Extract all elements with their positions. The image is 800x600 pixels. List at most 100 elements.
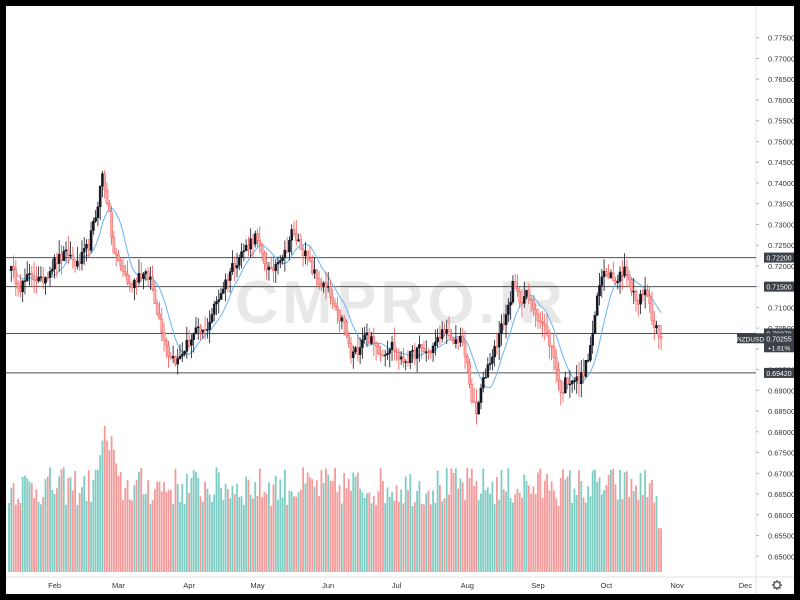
x-tick-label: Feb <box>48 581 61 590</box>
volume-bar <box>541 497 544 572</box>
candle <box>30 265 34 287</box>
volume-bar <box>69 477 72 572</box>
candle <box>491 349 494 371</box>
volume-bar <box>644 470 647 572</box>
volume-bar <box>370 503 373 572</box>
candle-body <box>424 351 428 353</box>
candle <box>228 267 232 293</box>
candle <box>347 331 351 348</box>
candle-body <box>25 274 29 281</box>
volume-bar <box>409 473 412 572</box>
candle-body <box>415 347 419 359</box>
volume-bar <box>619 469 621 572</box>
candle-body <box>304 250 307 257</box>
candle <box>32 262 36 293</box>
volume-bar <box>454 468 457 572</box>
candle-body <box>130 283 134 289</box>
settings-gear-icon[interactable] <box>772 580 782 590</box>
candle-body <box>459 335 462 343</box>
candle-body <box>306 250 309 259</box>
candle <box>363 326 366 343</box>
candle-body <box>35 279 38 282</box>
candle-body <box>538 320 542 323</box>
candle-body <box>475 401 478 415</box>
candle-body <box>178 355 182 359</box>
volume-bar <box>318 496 320 572</box>
candle-body <box>263 253 266 264</box>
volume-bar <box>58 476 61 572</box>
candle-body <box>652 320 656 329</box>
candle-body <box>23 280 27 282</box>
candle <box>513 273 517 289</box>
volume-bar <box>206 488 209 572</box>
volume-bar <box>208 494 211 572</box>
volume-bar <box>477 499 480 572</box>
candle-body <box>55 257 59 264</box>
candle-body <box>479 387 483 403</box>
time-axis[interactable]: Feb Mar Apr May Jun Jul Aug Sep Oct Nov Dec <box>48 581 752 590</box>
volume-bar <box>158 481 161 572</box>
volume-bar <box>179 501 181 572</box>
candle-body <box>579 372 583 385</box>
candle-body <box>481 377 485 389</box>
candle <box>397 348 401 370</box>
candle <box>434 329 437 356</box>
volume-bar <box>386 487 389 572</box>
volume-bar <box>19 503 22 572</box>
volume-bar <box>564 479 567 572</box>
candle-body <box>108 203 111 212</box>
candle-body <box>408 351 412 363</box>
volume-bar <box>174 468 177 572</box>
candle <box>51 259 54 276</box>
candle-body <box>390 341 394 350</box>
candle-body <box>103 173 107 191</box>
candle <box>294 220 298 246</box>
volume-bar <box>628 496 631 572</box>
volume-bar <box>420 503 423 572</box>
volume-bar <box>106 440 108 572</box>
candle-body <box>643 289 647 296</box>
y-tick-label: 0.65000 <box>768 552 794 561</box>
volume-bar <box>55 488 58 572</box>
volume-bar <box>523 474 526 572</box>
horizontal-levels[interactable] <box>6 257 756 374</box>
candle <box>486 357 490 378</box>
candle-body <box>493 345 496 358</box>
candle <box>98 185 102 221</box>
volume-bar <box>35 489 38 572</box>
candle-body <box>310 261 314 274</box>
volume-bar <box>439 484 441 572</box>
volume-bar <box>377 491 380 572</box>
candle-body <box>89 230 93 251</box>
candle <box>283 240 287 272</box>
candle <box>484 368 487 379</box>
volume-bar <box>144 493 147 572</box>
volume-bar <box>254 482 257 572</box>
volume-bar <box>192 470 195 572</box>
volume-bar <box>270 505 273 572</box>
candle-body <box>331 297 335 304</box>
candle-body <box>655 325 658 329</box>
candle-body <box>267 266 271 271</box>
candle <box>256 229 259 247</box>
candle-body <box>187 339 191 346</box>
candle-body <box>253 233 257 245</box>
candle <box>372 327 376 357</box>
candle-body <box>627 274 631 280</box>
volume-bar <box>147 480 149 572</box>
candle-body <box>383 354 387 357</box>
candle <box>167 340 170 368</box>
volume-bar <box>311 479 314 572</box>
candle-body <box>507 304 510 315</box>
last-price-change: +1.61% <box>768 345 790 352</box>
candle <box>388 347 392 368</box>
volume-bar <box>382 481 384 572</box>
volume-bar <box>532 486 535 572</box>
candle-body <box>76 260 79 267</box>
candle-body <box>62 251 66 261</box>
candle <box>465 353 469 374</box>
volume-bar <box>286 504 289 572</box>
candle-body <box>402 356 405 363</box>
candle-body <box>206 329 209 331</box>
y-tick-label: 0.76000 <box>768 96 794 105</box>
